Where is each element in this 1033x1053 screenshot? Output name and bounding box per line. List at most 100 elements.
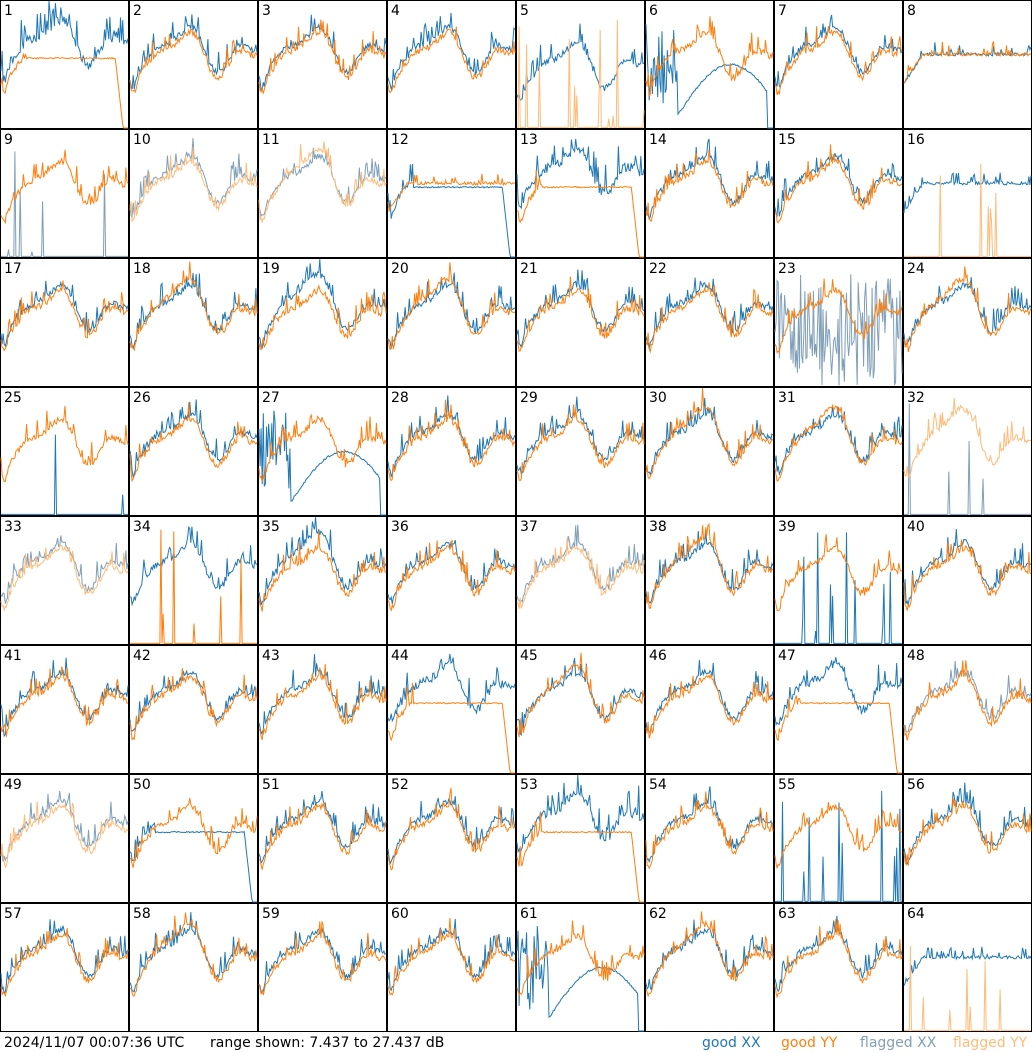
panel-frame xyxy=(0,774,129,903)
panel-3: 3 xyxy=(258,0,387,129)
panel-1: 1 xyxy=(0,0,129,129)
panel-31: 31 xyxy=(774,387,903,516)
panel-53: 53 xyxy=(516,774,645,903)
series-yy-line xyxy=(903,660,1032,741)
panel-39: 39 xyxy=(774,516,903,645)
series-yy-line xyxy=(0,666,128,737)
series-xx-line xyxy=(645,24,773,129)
panel-54: 54 xyxy=(645,774,774,903)
panel-frame xyxy=(903,129,1032,258)
panel-label: 63 xyxy=(778,906,796,922)
panel-37: 37 xyxy=(516,516,645,645)
panel-frame xyxy=(516,903,645,1032)
series-yy-line xyxy=(387,262,516,351)
panel-16: 16 xyxy=(903,129,1032,258)
panel-38: 38 xyxy=(645,516,774,645)
panel-50: 50 xyxy=(129,774,258,903)
panel-frame xyxy=(903,645,1032,774)
series-xx-line xyxy=(129,526,258,607)
panel-8: 8 xyxy=(903,0,1032,129)
series-yy-line xyxy=(517,19,645,128)
series-xx-line xyxy=(516,774,645,854)
panel-frame xyxy=(258,258,387,387)
series-yy-line xyxy=(387,787,516,871)
panel-label: 50 xyxy=(133,777,151,793)
panel-frame xyxy=(258,0,387,129)
series-yy-line xyxy=(774,278,903,354)
series-xx-line xyxy=(775,790,902,902)
series-yy-line xyxy=(0,149,129,225)
panel-52: 52 xyxy=(387,774,516,903)
panel-label: 34 xyxy=(133,519,151,535)
series-xx-line xyxy=(516,23,645,102)
series-yy-line xyxy=(774,918,903,999)
series-yy-line xyxy=(645,791,774,870)
panel-40: 40 xyxy=(903,516,1032,645)
panel-label: 18 xyxy=(133,261,151,277)
panel-label: 28 xyxy=(391,390,409,406)
panel-17: 17 xyxy=(0,258,129,387)
panel-frame xyxy=(129,0,258,129)
series-yy-line xyxy=(774,25,903,96)
panel-frame xyxy=(387,645,516,774)
panel-label: 12 xyxy=(391,132,409,148)
panel-frame xyxy=(774,129,903,258)
series-xx-line xyxy=(903,660,1032,733)
panel-label: 59 xyxy=(262,906,280,922)
series-yy-line xyxy=(516,920,645,997)
series-xx-line xyxy=(258,258,387,350)
panel-frame xyxy=(516,258,645,387)
panel-4: 4 xyxy=(387,0,516,129)
panel-10: 10 xyxy=(129,129,258,258)
panel-frame xyxy=(0,516,129,645)
panel-label: 43 xyxy=(262,648,280,664)
panel-56: 56 xyxy=(903,774,1032,903)
panel-label: 14 xyxy=(649,132,667,148)
panel-label: 55 xyxy=(778,777,796,793)
panel-15: 15 xyxy=(774,129,903,258)
panel-51: 51 xyxy=(258,774,387,903)
panel-frame xyxy=(645,645,774,774)
panel-22: 22 xyxy=(645,258,774,387)
panel-label: 25 xyxy=(4,390,22,406)
panel-13: 13 xyxy=(516,129,645,258)
legend-flagged-xx: flagged XX xyxy=(860,1035,937,1051)
panel-label: 10 xyxy=(133,132,151,148)
panel-frame xyxy=(645,387,774,516)
series-yy-line xyxy=(0,405,129,483)
panel-label: 51 xyxy=(262,777,280,793)
series-yy-line xyxy=(129,668,258,741)
series-yy-line xyxy=(903,539,1032,611)
panel-45: 45 xyxy=(516,645,645,774)
panel-label: 8 xyxy=(907,3,916,19)
panel-label: 21 xyxy=(520,261,538,277)
panel-11: 11 xyxy=(258,129,387,258)
panel-62: 62 xyxy=(645,903,774,1032)
panel-frame xyxy=(258,516,387,645)
panel-frame xyxy=(129,387,258,516)
panel-label: 46 xyxy=(649,648,667,664)
series-yy-line xyxy=(774,695,902,774)
series-xx-line xyxy=(774,657,903,727)
panel-30: 30 xyxy=(645,387,774,516)
panel-label: 33 xyxy=(4,519,22,535)
panel-label: 54 xyxy=(649,777,667,793)
series-yy-line xyxy=(903,797,1032,867)
series-yy-line xyxy=(387,539,516,612)
panel-frame xyxy=(516,387,645,516)
panel-frame xyxy=(774,0,903,129)
series-yy-line xyxy=(258,663,387,741)
range-label: range shown: 7.437 to 27.437 dB xyxy=(210,1035,445,1051)
panel-label: 1 xyxy=(4,3,13,19)
panel-19: 19 xyxy=(258,258,387,387)
panel-frame xyxy=(645,258,774,387)
panel-frame xyxy=(129,903,258,1032)
panel-label: 40 xyxy=(907,519,925,535)
legend-good-xx: good XX xyxy=(702,1035,761,1051)
series-yy-line xyxy=(903,266,1032,353)
series-yy-line xyxy=(0,927,129,998)
panel-frame xyxy=(0,258,129,387)
series-yy-line xyxy=(774,801,903,869)
panel-label: 44 xyxy=(391,648,409,664)
series-xx-line xyxy=(516,396,645,476)
